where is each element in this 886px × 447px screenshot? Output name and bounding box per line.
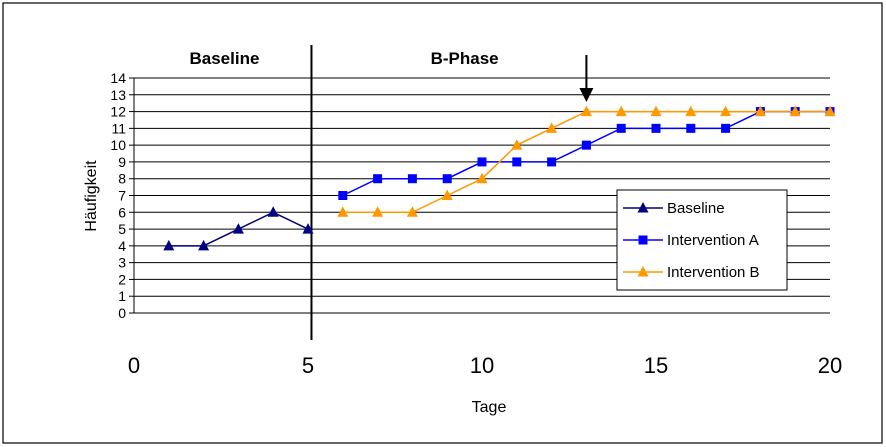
data-point [441, 189, 453, 200]
legend-entry: Intervention A [667, 232, 759, 249]
y-tick-label: 5 [118, 221, 126, 237]
legend-swatch-marker [638, 235, 648, 245]
data-point [546, 122, 558, 133]
data-point [824, 105, 836, 117]
y-tick-label: 3 [118, 255, 126, 271]
x-tick-label: 20 [818, 353, 842, 378]
data-point [616, 123, 626, 133]
data-point [373, 174, 383, 184]
data-point [615, 105, 627, 117]
data-point [198, 239, 210, 251]
data-point [547, 157, 557, 167]
y-axis-label: Häufigkeit [83, 160, 100, 232]
data-point [267, 206, 279, 217]
data-point [685, 105, 697, 117]
legend-swatch-marker [637, 202, 649, 213]
y-tick-label: 10 [110, 137, 126, 153]
y-tick-label: 6 [118, 204, 126, 220]
data-point [406, 206, 418, 217]
y-tick-label: 0 [118, 305, 126, 321]
y-tick-label: 1 [118, 288, 126, 304]
data-point [686, 123, 696, 133]
y-tick-label: 13 [110, 87, 126, 103]
legend-entry: Baseline [667, 200, 725, 217]
data-point [754, 105, 766, 117]
data-point [442, 174, 452, 184]
data-point [232, 223, 244, 234]
data-point [721, 123, 731, 133]
y-tick-label: 9 [118, 154, 126, 170]
y-tick-label: 14 [110, 70, 126, 86]
x-tick-label: 10 [470, 353, 494, 378]
data-point [511, 139, 523, 150]
data-point [476, 172, 488, 184]
y-tick-label: 7 [118, 188, 126, 204]
phase-annotations: Baseline B-Phase [190, 45, 594, 340]
data-point [512, 157, 522, 167]
data-point [720, 105, 732, 117]
phase-label: B-Phase [431, 49, 499, 68]
y-tick-label: 11 [111, 120, 126, 136]
data-point [580, 105, 592, 117]
data-point [338, 191, 348, 200]
y-tick-label: 12 [110, 104, 126, 120]
y-tick-label: 8 [118, 171, 126, 187]
legend-swatch-marker [637, 266, 649, 277]
data-point [789, 105, 801, 117]
data-point [477, 157, 487, 167]
arrow-head [579, 88, 594, 102]
data-point [650, 105, 662, 117]
x-tick-label: 0 [128, 353, 140, 378]
y-tick-label: 2 [118, 271, 126, 287]
data-point [163, 239, 175, 251]
axis-labels: Tage Häufigkeit [83, 160, 506, 416]
y-tick-label: 4 [118, 238, 126, 254]
data-point [651, 123, 661, 133]
data-point [581, 140, 591, 150]
x-tick-label: 5 [302, 353, 314, 378]
x-axis-label: Tage [472, 399, 507, 416]
data-series [163, 105, 836, 251]
data-point [372, 206, 384, 217]
legend-entry: Intervention B [667, 264, 760, 281]
phase-label: Baseline [190, 49, 260, 68]
x-tick-label: 15 [644, 353, 668, 378]
data-point [337, 206, 349, 217]
data-point [302, 223, 314, 234]
data-point [407, 174, 417, 184]
legend: Baseline Intervention A Intervention B [616, 189, 788, 291]
